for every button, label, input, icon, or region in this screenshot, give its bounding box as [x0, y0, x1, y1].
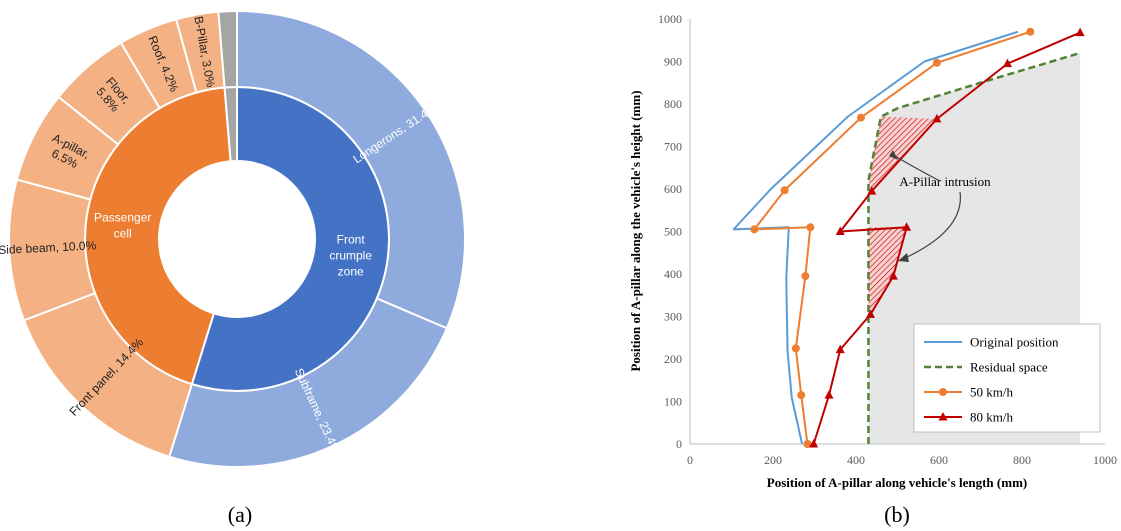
inner-label-front-crumple-zone: Front crumple zone [329, 232, 372, 278]
caption-b: (b) [884, 502, 910, 527]
point-50-km-h [856, 113, 865, 122]
annotation-arrowhead-1 [889, 150, 898, 160]
y-tick-label: 300 [664, 310, 682, 324]
point-80-km-h [835, 344, 845, 354]
series-line-residual-space [867, 51, 1081, 444]
y-tick-label: 0 [676, 437, 682, 451]
y-tick-label: 400 [664, 267, 682, 281]
point-50-km-h [1026, 27, 1035, 36]
x-tick-label: 0 [687, 453, 693, 467]
point-80-km-h [888, 271, 898, 280]
point-50-km-h [806, 223, 815, 232]
annotation-text: A-Pillar intrusion [899, 174, 991, 189]
outer-label-side-beam-10-0: Side beam, 10.0% [0, 238, 97, 257]
point-80-km-h [866, 309, 876, 318]
point-50-km-h [797, 391, 806, 400]
point-80-km-h [835, 226, 845, 235]
point-80-km-h [824, 390, 834, 399]
point-50-km-h [932, 58, 941, 67]
intrusion-hatch-1 [868, 227, 907, 315]
legend-marker-80-km-h [938, 412, 948, 421]
outer-slice-subframe-23-4 [168, 297, 449, 468]
annotation-arrow-1 [894, 155, 941, 182]
caption-a: (a) [228, 502, 252, 527]
annotation-arrow-2 [904, 191, 961, 259]
point-80-km-h [1075, 27, 1085, 37]
point-50-km-h [791, 344, 800, 353]
y-tick-label: 800 [664, 97, 682, 111]
point-80-km-h [932, 113, 942, 123]
y-tick-label: 700 [664, 140, 682, 154]
annotation-arrowhead-2 [898, 253, 909, 262]
y-tick-label: 600 [664, 182, 682, 196]
legend-marker-50-km-h [939, 388, 947, 396]
y-tick-label: 900 [664, 55, 682, 69]
x-tick-label: 400 [847, 453, 865, 467]
x-tick-label: 800 [1013, 453, 1031, 467]
y-tick-label: 200 [664, 352, 682, 366]
point-50-km-h [750, 225, 759, 234]
line-chart: 0 200 400 600 800 1000 0 100 200 300 400 500 600 700 8… [628, 12, 1117, 490]
legend: Original position Residual space 50 km/h 80… [913, 323, 1101, 433]
y-tick-label: 1000 [658, 12, 682, 26]
point-50-km-h [803, 440, 812, 448]
y-tick-label: 100 [664, 395, 682, 409]
point-80-km-h [1002, 58, 1012, 68]
point-80-km-h [867, 186, 877, 195]
y-tick-label: 500 [664, 225, 682, 239]
x-tick-label: 200 [764, 453, 782, 467]
point-80-km-h [809, 439, 819, 448]
series-residual-space [867, 51, 1081, 444]
outer-slice-longerons-31-4 [236, 9, 466, 330]
point-50-km-h [801, 272, 810, 281]
legend-label-original-position: Original position [970, 335, 1059, 350]
series-line-50-km-h [753, 30, 1031, 445]
x-tick-label: 1000 [1093, 453, 1117, 467]
point-50-km-h [780, 186, 789, 195]
series-80-km-h [809, 27, 1085, 448]
x-tick-label: 600 [930, 453, 948, 467]
series-50-km-h [750, 27, 1035, 448]
intrusion-hatch-2 [868, 116, 937, 192]
legend-label-80-km-h: 80 km/h [970, 410, 1013, 425]
legend-label-50-km-h: 50 km/h [970, 385, 1013, 400]
point-80-km-h [902, 222, 912, 231]
y-axis-title: Position of A-pillar along the vehicle's… [628, 90, 643, 371]
inner-label-passenger-cell: Passenger cell [94, 211, 151, 241]
legend-label-residual-space: Residual space [970, 360, 1048, 375]
outer-slice-other [217, 9, 238, 89]
x-axis-title: Position of A-pillar along vehicle's len… [767, 475, 1027, 490]
